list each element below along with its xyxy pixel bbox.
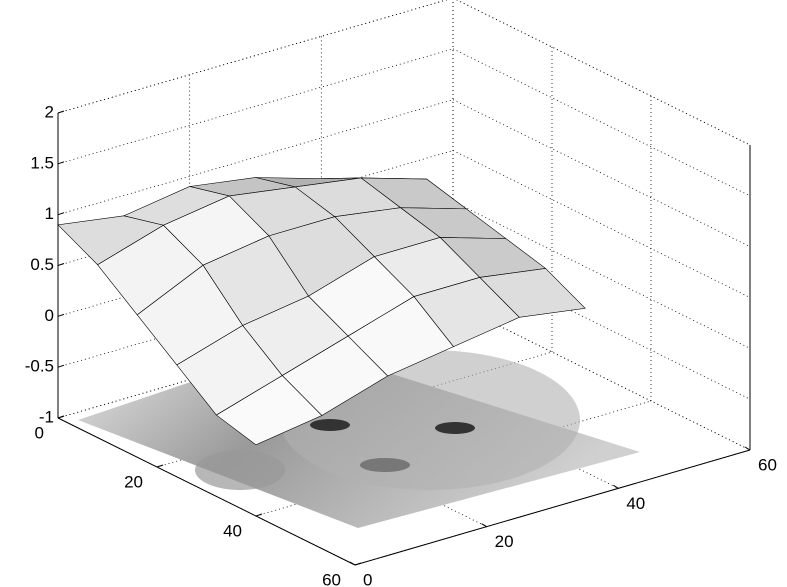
y-tick-label: 40 (626, 494, 645, 513)
grid-line (452, 99, 751, 248)
grid-line (452, 251, 751, 400)
grid-line (57, 48, 454, 165)
tick-mark (255, 513, 263, 517)
surface-patch (215, 375, 323, 446)
grid-line (57, 302, 454, 419)
grid-line (452, 150, 751, 298)
x-axis (57, 417, 356, 566)
z-tick-label: 2 (45, 102, 54, 121)
grid-line (452, 48, 751, 197)
tick-mark (57, 161, 65, 165)
x-tick-label: 20 (124, 472, 143, 491)
y-tick-label: 0 (363, 570, 372, 587)
box-edge (456, 0, 751, 146)
x-tick-label: 60 (322, 570, 341, 587)
grid-line (57, 0, 448, 114)
tick-mark (354, 562, 362, 566)
tick-mark (57, 415, 65, 419)
z-tick-label: 0 (45, 306, 54, 325)
grid-line (57, 251, 454, 368)
tick-mark (481, 523, 487, 528)
y-axis (354, 449, 751, 566)
grid-line (452, 200, 751, 349)
y-tick-label: 20 (495, 532, 514, 551)
grid-line (456, 0, 751, 146)
tick-mark (156, 464, 164, 468)
z-tick-label: 1.5 (30, 153, 54, 172)
tick-mark (613, 484, 619, 489)
box-edge (57, 0, 448, 114)
tick-mark (744, 446, 751, 451)
tick-mark (57, 263, 65, 266)
z-tick-label: 0.5 (30, 255, 54, 274)
x-tick-label: 40 (223, 521, 242, 540)
y-tick-label: 60 (758, 455, 777, 474)
grid-line (452, 302, 751, 451)
tick-mark (57, 110, 65, 114)
tick-mark (57, 364, 65, 368)
tick-mark (349, 561, 356, 566)
tick-mark (57, 313, 65, 317)
tick-mark (57, 212, 65, 216)
z-tick-label: -0.5 (25, 357, 54, 376)
surface (57, 177, 586, 446)
grid-line (57, 99, 454, 216)
z-tick-label: -1 (39, 407, 54, 426)
z-tick-label: 1 (45, 204, 54, 223)
x-tick-label: 0 (35, 423, 44, 442)
